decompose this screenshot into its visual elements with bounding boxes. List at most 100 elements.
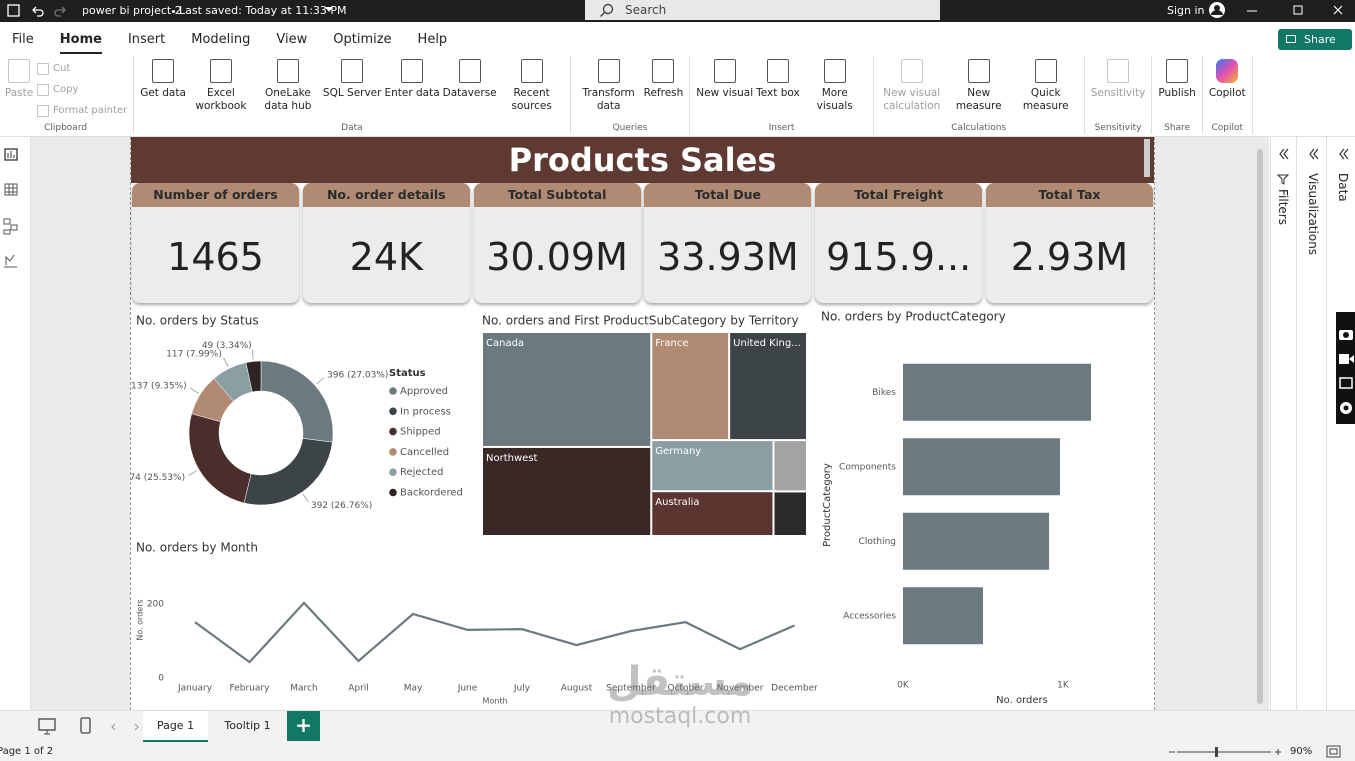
ribbon-group: Sensitivity Sensitivity bbox=[1085, 56, 1153, 134]
zoom-slider[interactable] bbox=[1165, 745, 1285, 759]
kpi-card: No. order details 24K bbox=[302, 183, 470, 303]
x-tick-label: 0K bbox=[897, 681, 910, 691]
pane-tab[interactable]: Filters bbox=[1276, 189, 1290, 225]
x-tick-label: November bbox=[717, 684, 764, 694]
page-tab[interactable]: Tooltip 1 bbox=[210, 711, 285, 743]
separator-dot bbox=[172, 10, 175, 13]
button-label: Excel workbook bbox=[195, 87, 247, 112]
legend-title: Status bbox=[389, 368, 426, 379]
icon bbox=[652, 59, 675, 83]
pane-tab[interactable]: Data bbox=[1336, 173, 1350, 202]
legend-label: Backordered bbox=[400, 488, 463, 499]
icon bbox=[209, 59, 232, 83]
side-panes: Filters Visualizations Data bbox=[1270, 137, 1355, 710]
small-buttons: Cut Copy Format painter bbox=[37, 56, 127, 121]
ribbon-button[interactable]: More visuals bbox=[803, 56, 867, 113]
fit-page[interactable] bbox=[1326, 745, 1342, 759]
scrollbar[interactable] bbox=[1257, 149, 1263, 704]
menu-tab[interactable]: File bbox=[12, 32, 34, 47]
ribbon-button[interactable]: Transform data bbox=[577, 56, 641, 113]
ribbon-button[interactable]: OneLake data hub bbox=[256, 56, 320, 113]
tile-label: Northwest bbox=[486, 453, 538, 464]
legend-label: Cancelled bbox=[400, 447, 449, 458]
ribbon-button[interactable]: Copy bbox=[37, 79, 127, 100]
category-label: Bikes bbox=[872, 388, 896, 398]
menu-tab[interactable]: Optimize bbox=[333, 32, 392, 47]
page-count: Page 1 of 2 bbox=[0, 746, 54, 757]
ribbon-button[interactable]: Get data bbox=[140, 56, 186, 100]
ribbon-button[interactable]: Quick measure bbox=[1014, 56, 1078, 113]
data-label: 392 (26.76%) bbox=[311, 501, 372, 511]
group-label: Data bbox=[341, 123, 363, 133]
legend-swatch bbox=[389, 407, 397, 416]
share-button[interactable]: Share bbox=[1278, 29, 1352, 50]
search-icon bbox=[600, 3, 614, 17]
ribbon-items: Publish bbox=[1158, 56, 1196, 123]
sign-in[interactable]: Sign in bbox=[1167, 4, 1205, 17]
ribbon-button[interactable]: Format painter bbox=[37, 100, 127, 121]
category-label: Components bbox=[839, 462, 896, 472]
treemap-tile bbox=[651, 440, 774, 492]
ribbon-button[interactable]: New visual bbox=[696, 56, 753, 100]
ribbon-button[interactable]: Copilot bbox=[1209, 56, 1246, 100]
treemap-tile bbox=[773, 440, 808, 492]
ribbon-button[interactable]: Text box bbox=[756, 56, 800, 100]
icon bbox=[823, 59, 846, 83]
icon bbox=[1216, 59, 1239, 83]
pane-tab[interactable]: Visualizations bbox=[1306, 173, 1320, 256]
icon bbox=[37, 62, 49, 75]
menu-tab[interactable]: View bbox=[276, 32, 308, 47]
ribbon-button[interactable]: Cut bbox=[37, 58, 127, 79]
tile-label: Canada bbox=[486, 338, 524, 349]
donut-slice bbox=[260, 360, 334, 443]
ribbon-button[interactable]: Sensitivity bbox=[1091, 56, 1145, 100]
x-tick-label: July bbox=[513, 684, 531, 694]
toolbar-icons bbox=[1339, 330, 1354, 414]
report-page: Products Sales No. orders by Status 396 (… bbox=[130, 137, 1155, 710]
icon bbox=[766, 59, 789, 83]
dropdown[interactable] bbox=[325, 7, 334, 13]
ribbon-button[interactable]: Publish bbox=[1158, 56, 1196, 100]
button-label: Format painter bbox=[53, 105, 128, 116]
card-label: Number of orders bbox=[132, 183, 299, 207]
icon bbox=[900, 59, 923, 83]
legend-swatch bbox=[389, 448, 397, 456]
group-label: Clipboard bbox=[44, 123, 88, 133]
menu-tab[interactable]: Help bbox=[417, 32, 448, 47]
category-label: Accessories bbox=[843, 611, 896, 621]
kpi-card: Total Tax 2.93M bbox=[986, 183, 1153, 303]
ribbon-button[interactable]: Dataverse bbox=[443, 56, 497, 100]
ribbon-button[interactable]: SQL Server bbox=[323, 56, 381, 100]
bar bbox=[903, 512, 1050, 570]
group-label: Queries bbox=[612, 123, 648, 133]
menu-tab[interactable]: Home bbox=[59, 26, 102, 54]
icon bbox=[341, 59, 364, 83]
group-label: Insert bbox=[768, 123, 795, 133]
page-tab[interactable]: Page 1 bbox=[143, 711, 208, 743]
menu-tab[interactable]: Insert bbox=[127, 32, 166, 47]
save-status: Last saved: Today at 11:33 PM bbox=[179, 4, 347, 17]
legend-label: In process bbox=[400, 406, 451, 417]
search-box[interactable]: Search bbox=[585, 0, 940, 20]
ribbon-button[interactable]: New visual calculation bbox=[880, 56, 944, 113]
layout-icons bbox=[38, 717, 139, 735]
ribbon-button[interactable]: Excel workbook bbox=[189, 56, 253, 113]
ribbon-button[interactable]: Enter data bbox=[384, 56, 440, 100]
group-label: Calculations bbox=[951, 123, 1007, 133]
leader-line bbox=[223, 357, 229, 367]
ribbon-group: New visual calculation New measure Quick m… bbox=[874, 56, 1085, 134]
card-value: 1465 bbox=[167, 235, 264, 279]
icon bbox=[1034, 59, 1057, 83]
menu-tab[interactable]: Modeling bbox=[191, 32, 251, 47]
ribbon-button[interactable]: Recent sources bbox=[500, 56, 564, 113]
button-label: Cut bbox=[53, 63, 71, 74]
ribbon-group: Copilot Copilot bbox=[1203, 56, 1253, 134]
ribbon-button[interactable]: Paste bbox=[4, 56, 34, 100]
add-page[interactable]: + bbox=[287, 711, 320, 741]
file-name: power bi project 2 bbox=[82, 4, 182, 17]
title-bar: power bi project 2 Last saved: Today at … bbox=[0, 0, 1355, 22]
icon bbox=[37, 83, 49, 96]
ribbon-button[interactable]: Refresh bbox=[644, 56, 683, 100]
ribbon-button[interactable]: New measure bbox=[947, 56, 1011, 113]
icon bbox=[967, 59, 990, 83]
